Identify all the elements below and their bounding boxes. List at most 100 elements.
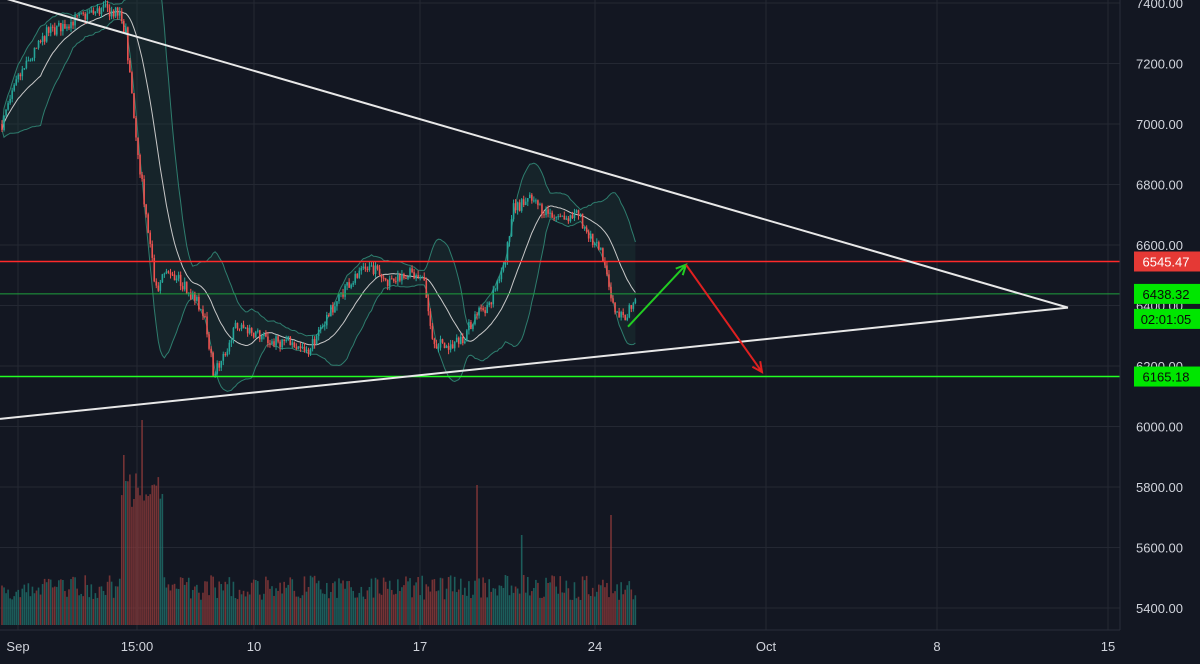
descending-trendline[interactable] <box>0 0 1069 309</box>
volume-bar <box>457 589 460 625</box>
volume-bar <box>399 591 401 625</box>
volume-bar <box>551 575 553 625</box>
candle-body <box>96 8 99 12</box>
candle-body <box>453 341 456 349</box>
candle-body <box>604 260 606 266</box>
volume-bar <box>482 577 484 625</box>
price-axis-panel[interactable] <box>1120 0 1200 659</box>
volume-bar <box>236 599 239 625</box>
volume-bar <box>15 591 18 625</box>
volume-bar <box>220 584 223 625</box>
candle-body <box>553 217 555 219</box>
volume-bar <box>82 596 84 625</box>
volume-bar <box>275 588 277 625</box>
candle-body <box>614 302 616 313</box>
candle-body <box>612 298 614 303</box>
candle-body <box>561 215 564 217</box>
candle-body <box>581 213 584 229</box>
time-axis-panel[interactable] <box>0 630 1200 659</box>
volume-bar <box>265 576 267 625</box>
candle-body <box>439 339 442 348</box>
candle-body <box>116 7 119 16</box>
volume-bar <box>439 577 442 625</box>
candle-body <box>157 285 160 291</box>
volume-bar <box>612 593 614 625</box>
candle-body <box>141 174 143 179</box>
candle-body <box>94 11 97 14</box>
volume-bar <box>204 581 206 625</box>
candle-body <box>137 137 139 155</box>
candle-body <box>303 346 306 351</box>
volume-bar <box>634 595 637 625</box>
volume-bar <box>273 595 275 625</box>
candle-body <box>342 292 344 297</box>
down-arrow[interactable] <box>685 264 763 373</box>
candle-body <box>173 274 176 281</box>
candle-body <box>7 103 9 110</box>
candle-body <box>242 324 245 328</box>
y-tick-label: 7200.00 <box>1136 57 1183 72</box>
candle-body <box>598 242 600 250</box>
candle-body <box>608 274 610 287</box>
candle-body <box>299 346 302 348</box>
volume-bar <box>323 594 326 625</box>
volume-bar <box>151 485 154 625</box>
volume-bar <box>145 494 147 625</box>
volume-bar <box>490 591 493 625</box>
volume-bar <box>415 582 417 625</box>
volume-bar <box>326 582 328 625</box>
candle-body <box>364 266 367 269</box>
candle-body <box>1 124 3 131</box>
volume-bar <box>118 578 121 625</box>
volume-bar <box>486 597 488 625</box>
volume-bar <box>208 595 210 625</box>
candle-body <box>563 215 566 220</box>
volume-bar <box>185 582 188 625</box>
candle-body <box>86 13 89 20</box>
volume-bar <box>198 592 200 625</box>
volume-bar <box>553 576 555 625</box>
volume-bar <box>390 589 393 625</box>
volume-bar <box>462 594 464 625</box>
ascending-trendline[interactable] <box>0 306 1069 420</box>
volume-bar <box>129 474 131 625</box>
candle-body <box>334 306 336 313</box>
candle-body <box>74 15 76 26</box>
volume-bar <box>395 593 397 625</box>
volume-bar <box>9 598 11 625</box>
candle-body <box>285 339 287 341</box>
volume-bar <box>70 579 72 625</box>
candle-body <box>628 304 631 318</box>
volume-bar <box>425 584 428 625</box>
candle-body <box>433 338 436 345</box>
volume-bar <box>541 597 543 625</box>
candle-body <box>222 354 225 361</box>
volume-bar <box>175 588 178 625</box>
candle-body <box>535 200 537 202</box>
price-tag-label: 6438.32 <box>1143 287 1190 302</box>
candle-body <box>541 204 543 215</box>
volume-bar <box>19 597 22 625</box>
up-arrow[interactable] <box>627 263 687 328</box>
volume-bar <box>269 588 271 625</box>
volume-bar <box>555 586 557 625</box>
volume-bar <box>537 582 539 625</box>
candle-body <box>139 154 141 175</box>
candle-body <box>328 314 330 317</box>
volume-bar <box>616 584 618 625</box>
volume-bar <box>498 585 501 625</box>
volume-bar <box>338 578 340 625</box>
candle-body <box>409 268 411 277</box>
volume-bar <box>196 584 198 625</box>
volume-bar <box>602 579 604 625</box>
volume-bar <box>33 593 36 625</box>
candle-body <box>90 10 93 13</box>
volume-bar <box>167 584 170 625</box>
volume-bar <box>169 590 172 625</box>
volume-bar <box>131 506 133 625</box>
candle-body <box>360 268 363 271</box>
candle-body <box>165 271 168 274</box>
volume-bar <box>307 586 310 625</box>
candle-body <box>216 363 218 374</box>
